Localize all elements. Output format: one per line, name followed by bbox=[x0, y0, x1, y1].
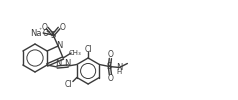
Text: ⁺: ⁺ bbox=[39, 28, 42, 34]
Text: O: O bbox=[107, 50, 113, 59]
Text: S: S bbox=[107, 62, 112, 71]
Text: O: O bbox=[59, 22, 65, 32]
Text: O: O bbox=[42, 30, 48, 38]
Text: N: N bbox=[56, 42, 62, 50]
Text: CH₃: CH₃ bbox=[69, 50, 81, 56]
Text: Na: Na bbox=[30, 28, 42, 38]
Text: N: N bbox=[116, 63, 123, 72]
Text: O: O bbox=[107, 74, 113, 83]
Text: N: N bbox=[55, 60, 61, 68]
Text: H: H bbox=[117, 70, 122, 76]
Text: Cl: Cl bbox=[65, 80, 73, 89]
Text: N: N bbox=[64, 58, 70, 68]
Text: S: S bbox=[50, 30, 56, 40]
Text: Cl: Cl bbox=[84, 44, 92, 54]
Text: O: O bbox=[41, 22, 47, 32]
Text: −: − bbox=[45, 28, 51, 34]
